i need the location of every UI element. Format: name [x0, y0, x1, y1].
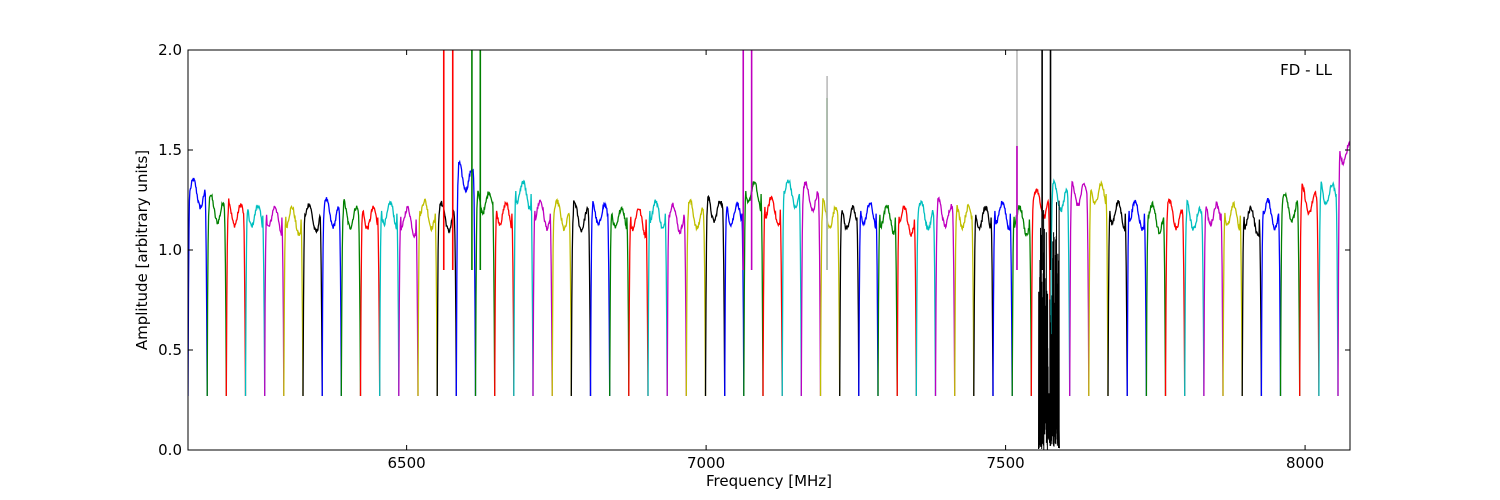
channel-12-spectrum: [417, 198, 438, 397]
channel-49-spectrum: [1126, 199, 1148, 397]
channel-18-spectrum: [532, 199, 553, 397]
channel-9-spectrum: [359, 205, 381, 397]
channel-55-spectrum: [1241, 204, 1263, 397]
channel-21-spectrum: [589, 201, 611, 397]
y-tick-label-1: 0.5: [158, 341, 182, 359]
y-tick-label-3: 1.5: [158, 141, 182, 159]
x-tick-label-7000: 7000: [687, 454, 725, 472]
channel-60-spectrum: [1337, 140, 1350, 397]
plot-area: [188, 140, 1350, 450]
axis-ticks: 6500 7000 7500 8000 0.0 0.5 1.0 1.5 2.0: [158, 41, 1350, 472]
channel-52-spectrum: [1184, 199, 1205, 397]
channel-28-spectrum: [724, 201, 745, 397]
channel-45-spectrum: [1049, 178, 1071, 397]
channel-54-spectrum: [1222, 200, 1243, 397]
channel-15-spectrum: [474, 190, 496, 397]
channel-25-spectrum: [666, 202, 687, 397]
channel-37-spectrum: [896, 205, 917, 397]
channel-41-spectrum: [973, 205, 994, 397]
channel-6-spectrum: [302, 203, 323, 397]
channel-58-spectrum: [1299, 183, 1320, 397]
channel-5-spectrum: [283, 204, 304, 397]
channel-48-spectrum: [1107, 199, 1128, 397]
x-tick-label-6500: 6500: [388, 454, 426, 472]
channel-30-spectrum: [762, 195, 783, 397]
x-tick-label-7500: 7500: [986, 454, 1024, 472]
channel-46-spectrum: [1069, 180, 1090, 397]
y-axis-label: Amplitude [arbitrary units]: [133, 150, 151, 350]
channel-34-spectrum: [839, 205, 860, 397]
channel-57-spectrum: [1279, 191, 1301, 397]
channel-40-spectrum: [954, 203, 975, 397]
x-tick-label-8000: 8000: [1286, 454, 1324, 472]
channel-23-spectrum: [628, 208, 649, 397]
channel-50-spectrum: [1145, 200, 1167, 397]
channel-44-spectrum: [1030, 188, 1052, 397]
channel-26-spectrum: [685, 198, 707, 397]
channel-10-spectrum: [379, 200, 400, 397]
channel-36-spectrum: [877, 204, 898, 397]
rfi-spikes: [442, 50, 1052, 270]
y-tick-label-0: 0.0: [158, 441, 182, 459]
channel-27-spectrum: [704, 194, 726, 397]
channel-35-spectrum: [858, 202, 879, 397]
channel-3-spectrum: [244, 204, 266, 397]
channel-47-spectrum: [1088, 180, 1109, 397]
channel-19-spectrum: [551, 198, 572, 397]
channel-53-spectrum: [1203, 201, 1224, 397]
channel-17-spectrum: [513, 179, 534, 397]
channel-11-spectrum: [398, 205, 419, 397]
channel-4-spectrum: [264, 205, 285, 397]
channel-16-spectrum: [494, 200, 515, 397]
channel-31-spectrum: [781, 179, 802, 397]
channel-20-spectrum: [570, 200, 592, 397]
channel-0-spectrum: [188, 177, 208, 397]
channel-33-spectrum: [819, 198, 841, 397]
x-axis-label: Frequency [MHz]: [706, 472, 832, 490]
channel-2-spectrum: [225, 198, 247, 397]
channel-51-spectrum: [1164, 198, 1186, 397]
channel-39-spectrum: [934, 196, 956, 397]
channel-43-spectrum: [1011, 205, 1032, 397]
channel-24-spectrum: [647, 199, 668, 397]
channel-8-spectrum: [340, 199, 362, 397]
channel-32-spectrum: [800, 181, 822, 397]
channel-1-spectrum: [206, 193, 227, 397]
channel-7-spectrum: [321, 197, 342, 397]
channel-22-spectrum: [609, 206, 630, 397]
panel-annotation: FD - LL: [1280, 61, 1332, 79]
channel-56-spectrum: [1260, 197, 1282, 397]
y-tick-label-4: 2.0: [158, 41, 182, 59]
channel-42-spectrum: [992, 200, 1013, 397]
y-tick-label-2: 1.0: [158, 241, 182, 259]
channel-59-spectrum: [1318, 181, 1339, 397]
rfi-noise-region: [1038, 200, 1060, 450]
channel-38-spectrum: [915, 199, 937, 397]
channel-29-spectrum: [743, 181, 764, 397]
